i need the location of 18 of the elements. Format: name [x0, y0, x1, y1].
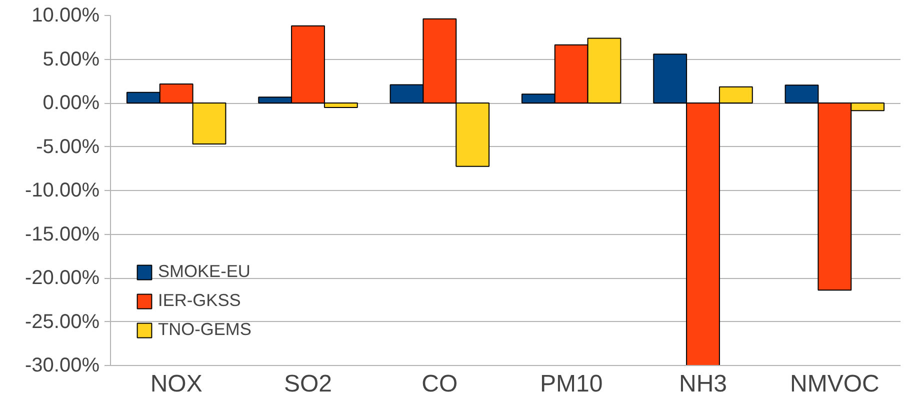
y-tick-label: -15.00%: [25, 223, 100, 246]
x-tick-label: PM10: [540, 370, 603, 398]
y-tick-label: -5.00%: [36, 136, 100, 158]
legend-label: IER-GKSS: [158, 290, 241, 311]
y-tick-label: -20.00%: [25, 267, 100, 289]
y-tick-label: -10.00%: [25, 180, 100, 202]
y-tick-label: -25.00%: [25, 310, 100, 333]
y-tick-label: 0.00%: [42, 92, 100, 114]
legend-label: SMOKE-EU: [158, 261, 250, 282]
legend-label: TNO-GEMS: [158, 319, 252, 340]
x-tick-label: NOX: [150, 370, 202, 398]
y-tick-label: 5.00%: [42, 48, 100, 70]
x-tick-label: NMVOC: [790, 370, 880, 398]
x-tick-label: NH3: [678, 370, 728, 398]
x-tick-label: CO: [422, 370, 458, 398]
y-tick-label: 10.00%: [32, 4, 100, 26]
y-tick-label: -30.00%: [25, 354, 100, 376]
x-tick-label: SO2: [284, 370, 332, 398]
